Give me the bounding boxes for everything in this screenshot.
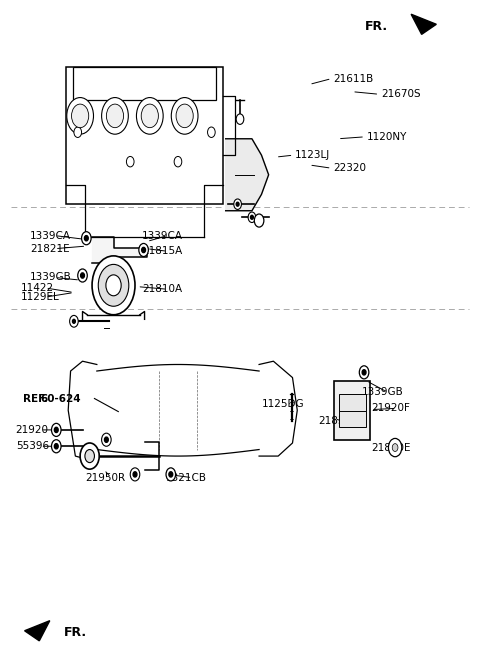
Text: 11422: 11422 [21, 283, 54, 293]
Circle shape [67, 97, 94, 134]
Text: FR.: FR. [365, 20, 388, 33]
Circle shape [136, 97, 163, 134]
Bar [73, 67, 216, 99]
Text: 21670S: 21670S [381, 89, 420, 99]
Circle shape [85, 449, 95, 463]
Circle shape [360, 366, 369, 379]
Circle shape [236, 114, 244, 124]
Text: 1339CA: 1339CA [142, 231, 183, 240]
Circle shape [54, 427, 58, 432]
Circle shape [51, 423, 61, 436]
Circle shape [139, 244, 148, 256]
Text: 1120NY: 1120NY [366, 132, 407, 142]
Bar [339, 409, 365, 426]
Bar [339, 394, 365, 411]
Circle shape [176, 104, 193, 127]
Text: 21880E: 21880E [371, 443, 411, 453]
Bar [66, 67, 223, 204]
Circle shape [171, 97, 198, 134]
Text: 1339GB: 1339GB [362, 387, 404, 397]
Text: 60-624: 60-624 [40, 394, 81, 403]
Circle shape [207, 127, 215, 137]
Circle shape [107, 104, 123, 127]
Polygon shape [92, 237, 147, 263]
Circle shape [234, 199, 241, 210]
Text: 21815A: 21815A [142, 246, 182, 256]
Text: REF.: REF. [23, 394, 48, 403]
Circle shape [362, 370, 366, 375]
Circle shape [84, 236, 88, 241]
Circle shape [388, 438, 402, 457]
Circle shape [92, 256, 135, 315]
Text: 1321CB: 1321CB [166, 472, 207, 483]
Circle shape [130, 468, 140, 481]
Circle shape [72, 104, 89, 127]
Text: 1339GB: 1339GB [30, 273, 72, 283]
Circle shape [169, 472, 173, 477]
Circle shape [174, 156, 182, 167]
Circle shape [70, 315, 78, 327]
Text: 21920: 21920 [16, 425, 48, 435]
Circle shape [82, 232, 91, 245]
Circle shape [98, 264, 129, 306]
Circle shape [106, 275, 121, 296]
Text: 21611B: 21611B [333, 74, 373, 83]
Circle shape [105, 437, 108, 442]
Text: 1339CA: 1339CA [30, 231, 71, 240]
Polygon shape [411, 14, 436, 34]
Circle shape [51, 440, 61, 453]
Circle shape [102, 433, 111, 446]
Text: 1123LJ: 1123LJ [295, 150, 330, 160]
Circle shape [248, 212, 256, 223]
Text: 21810A: 21810A [142, 284, 182, 294]
Circle shape [133, 472, 137, 477]
Text: 22320: 22320 [333, 163, 366, 173]
Circle shape [74, 127, 82, 137]
Circle shape [166, 468, 176, 481]
Circle shape [251, 215, 253, 219]
Text: FR.: FR. [63, 626, 86, 639]
Text: 21821E: 21821E [30, 244, 70, 254]
Text: 1125DG: 1125DG [262, 399, 304, 409]
Circle shape [141, 104, 158, 127]
Text: 21950R: 21950R [85, 472, 125, 483]
Polygon shape [24, 621, 50, 641]
Circle shape [102, 97, 128, 134]
Text: 21920F: 21920F [371, 403, 410, 413]
Circle shape [392, 443, 398, 451]
Circle shape [254, 214, 264, 227]
Circle shape [81, 273, 84, 278]
Circle shape [78, 269, 87, 282]
Text: 55396: 55396 [16, 442, 49, 451]
Circle shape [142, 248, 145, 252]
Circle shape [80, 443, 99, 469]
Circle shape [72, 319, 75, 323]
Text: 1129EL: 1129EL [21, 292, 59, 302]
Circle shape [126, 156, 134, 167]
Polygon shape [226, 139, 269, 211]
Text: 21830: 21830 [319, 417, 352, 426]
Circle shape [54, 443, 58, 449]
Circle shape [236, 202, 239, 206]
Bar [334, 381, 370, 440]
